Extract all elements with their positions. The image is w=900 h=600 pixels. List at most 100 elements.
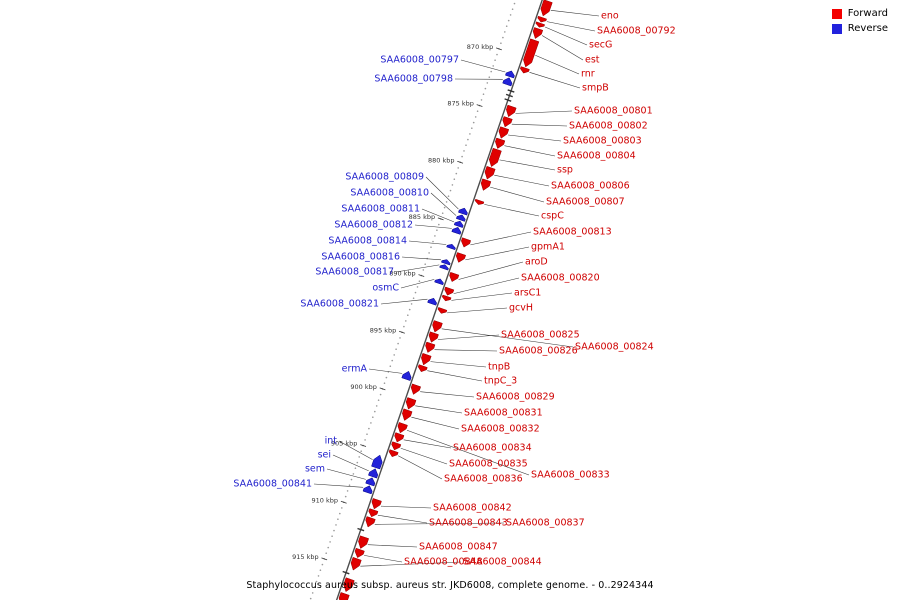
gene-arrow-SAA6008_00801[interactable]: [506, 104, 517, 118]
gene-label-SAA6008_00837[interactable]: SAA6008_00837: [506, 518, 585, 529]
gene-arrow-SAA6008_00833[interactable]: [397, 422, 408, 434]
gene-arrow-SAA6008_00803[interactable]: [498, 126, 510, 139]
gene-label-SAA6008_00835[interactable]: SAA6008_00835: [449, 459, 528, 470]
gene-arrow-SAA6008_00841[interactable]: [362, 485, 373, 495]
gene-label-SAA6008_00803[interactable]: SAA6008_00803: [563, 136, 642, 147]
gene-arrow-SAA6008_00811[interactable]: [453, 220, 464, 228]
gene-label-SAA6008_00797[interactable]: SAA6008_00797: [380, 55, 459, 66]
gene-arrow-SAA6008_00837[interactable]: [365, 516, 376, 528]
gene-label-SAA6008_00834[interactable]: SAA6008_00834: [453, 443, 532, 454]
gene-label-SAA6008_00848[interactable]: SAA6008_00848: [404, 557, 483, 568]
gene-label-est[interactable]: est: [585, 55, 600, 66]
gene-arrow-SAA6008_00824[interactable]: [432, 320, 443, 333]
gene-label-SAA6008_00813[interactable]: SAA6008_00813: [533, 227, 612, 238]
gene-label-arsC1[interactable]: arsC1: [514, 288, 541, 299]
gene-label-sem[interactable]: sem: [305, 464, 325, 475]
gene-arrow-SAA6008_00842[interactable]: [371, 498, 382, 510]
gene-arrow-unnamed[interactable]: [343, 577, 355, 592]
gene-arrow-tnpB[interactable]: [421, 352, 432, 366]
gene-arrow-SAA6008_00797[interactable]: [505, 70, 515, 79]
gene-arrow-osmC[interactable]: [434, 278, 444, 286]
gene-label-eno[interactable]: eno: [601, 11, 619, 22]
gene-label-SAA6008_00831[interactable]: SAA6008_00831: [464, 408, 543, 419]
gene-arrow-SAA6008_00829[interactable]: [410, 383, 422, 395]
gene-label-SAA6008_00841[interactable]: SAA6008_00841: [233, 479, 312, 490]
gene-arrow-SAA6008_00831[interactable]: [405, 397, 417, 410]
gene-label-SAA6008_00829[interactable]: SAA6008_00829: [476, 392, 555, 403]
gene-label-SAA6008_00844[interactable]: SAA6008_00844: [463, 557, 542, 568]
gene-arrow-SAA6008_00804[interactable]: [495, 137, 506, 149]
gene-label-SAA6008_00792[interactable]: SAA6008_00792: [597, 26, 676, 37]
gene-label-SAA6008_00836[interactable]: SAA6008_00836: [444, 474, 523, 485]
gene-label-SAA6008_00847[interactable]: SAA6008_00847: [419, 542, 498, 553]
gene-arrow-SAA6008_00817[interactable]: [439, 264, 449, 271]
gene-label-SAA6008_00801[interactable]: SAA6008_00801: [574, 106, 653, 117]
gene-label-SAA6008_00820[interactable]: SAA6008_00820: [521, 273, 600, 284]
gene-label-osmC[interactable]: osmC: [372, 283, 399, 294]
gene-label-ermA[interactable]: ermA: [342, 364, 368, 375]
gene-arrow-SAA6008_00798[interactable]: [502, 77, 513, 87]
gene-label-int[interactable]: int: [325, 436, 338, 447]
gene-label-gcvH[interactable]: gcvH: [509, 303, 533, 314]
gene-arrow-SAA6008_00812[interactable]: [451, 226, 462, 235]
gene-arrow-ssp[interactable]: [488, 147, 502, 167]
gene-label-cspC[interactable]: cspC: [541, 211, 564, 222]
gene-label-sei[interactable]: sei: [318, 450, 331, 461]
gene-arrow-SAA6008_00832[interactable]: [402, 408, 413, 421]
gene-label-aroD[interactable]: aroD: [525, 257, 548, 268]
gene-label-tnpC_3[interactable]: tnpC_3: [484, 376, 517, 387]
gene-label-rnr[interactable]: rnr: [581, 69, 595, 80]
gene-arrow-sei[interactable]: [368, 468, 379, 479]
gene-label-SAA6008_00833[interactable]: SAA6008_00833: [531, 470, 610, 481]
gene-arrow-SAA6008_00802[interactable]: [502, 116, 513, 128]
gene-arrow-SAA6008_00836[interactable]: [388, 449, 399, 458]
gene-arrow-cspC[interactable]: [474, 198, 485, 205]
gene-arrow-sem[interactable]: [365, 477, 376, 487]
gene-arrow-unnamed[interactable]: [338, 592, 350, 600]
gene-arrow-SAA6008_00835[interactable]: [391, 441, 402, 451]
gene-label-SAA6008_00809[interactable]: SAA6008_00809: [345, 172, 424, 183]
gene-arrow-rnr[interactable]: [523, 38, 540, 68]
gene-arrow-SAA6008_00816[interactable]: [441, 259, 451, 266]
gene-label-SAA6008_00824[interactable]: SAA6008_00824: [575, 342, 654, 353]
gene-label-SAA6008_00804[interactable]: SAA6008_00804: [557, 151, 636, 162]
gene-label-SAA6008_00802[interactable]: SAA6008_00802: [569, 121, 648, 132]
gene-arrow-SAA6008_00821[interactable]: [427, 297, 437, 306]
gene-arrow-SAA6008_00825[interactable]: [428, 331, 439, 343]
gene-arrow-tnpC_3[interactable]: [417, 364, 428, 373]
gene-arrow-ermA[interactable]: [401, 370, 412, 381]
gene-label-SAA6008_00821[interactable]: SAA6008_00821: [300, 299, 379, 310]
gene-label-SAA6008_00825[interactable]: SAA6008_00825: [501, 330, 580, 341]
gene-arrow-eno[interactable]: [540, 0, 553, 17]
gene-arrow-arsC1[interactable]: [441, 294, 452, 302]
gene-arrow-est[interactable]: [532, 27, 544, 39]
gene-arrow-SAA6008_00813[interactable]: [461, 237, 472, 248]
gene-label-SAA6008_00826[interactable]: SAA6008_00826: [499, 346, 578, 357]
gene-arrow-SAA6008_00847[interactable]: [358, 535, 370, 549]
gene-arrow-SAA6008_00820[interactable]: [444, 286, 455, 296]
gene-arrow-SAA6008_00826[interactable]: [425, 341, 436, 353]
gene-arrow-SAA6008_00810[interactable]: [455, 214, 466, 222]
gene-label-SAA6008_00811[interactable]: SAA6008_00811: [341, 204, 420, 215]
gene-arrow-smpB[interactable]: [520, 66, 530, 74]
gene-label-SAA6008_00832[interactable]: SAA6008_00832: [461, 424, 540, 435]
gene-arrow-SAA6008_00807[interactable]: [480, 178, 492, 191]
gene-arrow-gcvH[interactable]: [437, 307, 448, 314]
gene-label-gpmA1[interactable]: gpmA1: [531, 242, 565, 253]
gene-label-SAA6008_00810[interactable]: SAA6008_00810: [350, 188, 429, 199]
gene-label-ssp[interactable]: ssp: [557, 165, 573, 176]
gene-arrow-SAA6008_00806[interactable]: [484, 165, 496, 180]
gene-label-SAA6008_00842[interactable]: SAA6008_00842: [433, 503, 512, 514]
gene-label-tnpB[interactable]: tnpB: [488, 362, 510, 373]
gene-arrow-gpmA1[interactable]: [455, 252, 467, 263]
gene-arrow-aroD[interactable]: [449, 271, 460, 282]
gene-label-SAA6008_00816[interactable]: SAA6008_00816: [321, 252, 400, 263]
gene-arrow-SAA6008_00843[interactable]: [368, 508, 379, 518]
gene-label-smpB[interactable]: smpB: [582, 83, 609, 94]
gene-label-SAA6008_00812[interactable]: SAA6008_00812: [334, 220, 413, 231]
gene-arrow-SAA6008_00844[interactable]: [350, 556, 362, 571]
gene-label-SAA6008_00798[interactable]: SAA6008_00798: [374, 74, 453, 85]
gene-label-SAA6008_00806[interactable]: SAA6008_00806: [551, 181, 630, 192]
gene-label-secG[interactable]: secG: [589, 40, 612, 51]
gene-arrow-SAA6008_00792[interactable]: [537, 15, 547, 23]
